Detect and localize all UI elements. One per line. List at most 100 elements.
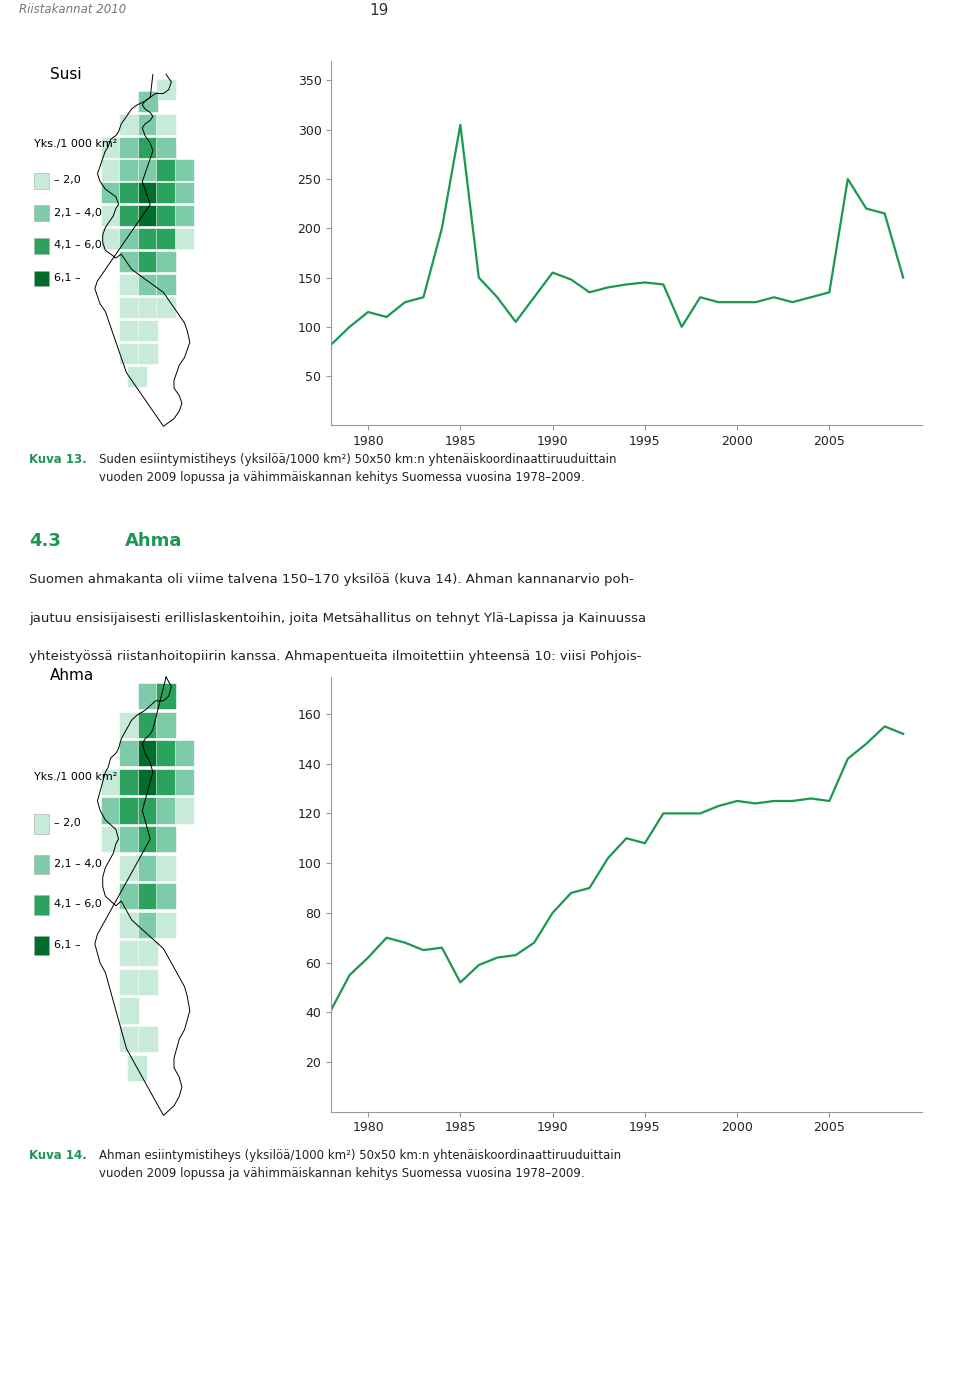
FancyBboxPatch shape	[137, 1026, 157, 1052]
Bar	[35, 935, 49, 956]
FancyBboxPatch shape	[137, 91, 157, 112]
FancyBboxPatch shape	[156, 855, 176, 881]
FancyBboxPatch shape	[137, 251, 157, 272]
FancyBboxPatch shape	[175, 206, 195, 226]
FancyBboxPatch shape	[127, 366, 147, 387]
Bar	[35, 271, 49, 286]
FancyBboxPatch shape	[101, 182, 121, 203]
Text: Ahma: Ahma	[50, 667, 94, 682]
FancyBboxPatch shape	[101, 159, 121, 181]
Text: Yks./1 000 km²: Yks./1 000 km²	[35, 139, 117, 149]
FancyBboxPatch shape	[119, 228, 139, 250]
FancyBboxPatch shape	[119, 159, 139, 181]
FancyBboxPatch shape	[156, 769, 176, 795]
Text: yhteistyössä riistanhoitopiirin kanssa. Ahmapentueita ilmoitettiin yhteensä 10: : yhteistyössä riistanhoitopiirin kanssa. …	[29, 650, 641, 663]
Text: 4.3: 4.3	[29, 532, 60, 550]
FancyBboxPatch shape	[137, 137, 157, 157]
FancyBboxPatch shape	[119, 206, 139, 226]
Text: Kuva 13.: Kuva 13.	[29, 453, 86, 465]
Bar	[35, 895, 49, 914]
Text: 6,1 –: 6,1 –	[54, 273, 81, 283]
Text: Suomen ahmakanta oli viime talvena 150–170 yksilöä (kuva 14). Ahman kannanarvio : Suomen ahmakanta oli viime talvena 150–1…	[29, 573, 634, 586]
Text: 2,1 – 4,0: 2,1 – 4,0	[54, 859, 102, 869]
FancyBboxPatch shape	[101, 206, 121, 226]
Text: 4,1 – 6,0: 4,1 – 6,0	[54, 899, 102, 909]
FancyBboxPatch shape	[137, 159, 157, 181]
FancyBboxPatch shape	[119, 969, 139, 996]
FancyBboxPatch shape	[156, 113, 176, 134]
FancyBboxPatch shape	[156, 228, 176, 250]
FancyBboxPatch shape	[156, 711, 176, 737]
FancyBboxPatch shape	[119, 740, 139, 766]
FancyBboxPatch shape	[156, 911, 176, 938]
FancyBboxPatch shape	[119, 797, 139, 823]
FancyBboxPatch shape	[119, 1026, 139, 1052]
Text: Ahman esiintymistiheys (yksilöä/1000 km²) 50x50 km:n yhtenäiskoordinaattiruuduit: Ahman esiintymistiheys (yksilöä/1000 km²…	[99, 1149, 621, 1179]
FancyBboxPatch shape	[137, 911, 157, 938]
FancyBboxPatch shape	[119, 251, 139, 272]
FancyBboxPatch shape	[156, 206, 176, 226]
FancyBboxPatch shape	[119, 769, 139, 795]
Text: Yks./1 000 km²: Yks./1 000 km²	[35, 772, 117, 782]
FancyBboxPatch shape	[137, 228, 157, 250]
Text: 4,1 – 6,0: 4,1 – 6,0	[54, 240, 102, 250]
FancyBboxPatch shape	[119, 826, 139, 852]
FancyBboxPatch shape	[137, 297, 157, 318]
FancyBboxPatch shape	[137, 969, 157, 996]
FancyBboxPatch shape	[156, 740, 176, 766]
FancyBboxPatch shape	[137, 940, 157, 967]
Text: jautuu ensisijaisesti erillislaskentoihin, joita Metsähallitus on tehnyt Ylä-Lap: jautuu ensisijaisesti erillislaskentoihi…	[29, 612, 646, 624]
FancyBboxPatch shape	[137, 882, 157, 909]
FancyBboxPatch shape	[137, 740, 157, 766]
FancyBboxPatch shape	[119, 711, 139, 737]
FancyBboxPatch shape	[137, 342, 157, 365]
FancyBboxPatch shape	[101, 826, 121, 852]
FancyBboxPatch shape	[119, 997, 139, 1023]
Text: – 2,0: – 2,0	[54, 175, 81, 185]
Text: Susi: Susi	[50, 66, 82, 81]
Text: Ahma: Ahma	[125, 532, 182, 550]
FancyBboxPatch shape	[119, 275, 139, 296]
Text: 2,1 – 4,0: 2,1 – 4,0	[54, 209, 102, 218]
Bar	[35, 206, 49, 221]
FancyBboxPatch shape	[175, 182, 195, 203]
FancyBboxPatch shape	[175, 797, 195, 823]
Bar	[35, 238, 49, 254]
FancyBboxPatch shape	[119, 342, 139, 365]
Text: Kuva 14.: Kuva 14.	[29, 1149, 86, 1161]
FancyBboxPatch shape	[175, 159, 195, 181]
FancyBboxPatch shape	[175, 769, 195, 795]
FancyBboxPatch shape	[156, 137, 176, 157]
FancyBboxPatch shape	[156, 251, 176, 272]
FancyBboxPatch shape	[156, 159, 176, 181]
Text: 19: 19	[370, 3, 389, 18]
FancyBboxPatch shape	[119, 113, 139, 134]
FancyBboxPatch shape	[127, 1055, 147, 1081]
FancyBboxPatch shape	[137, 275, 157, 296]
FancyBboxPatch shape	[137, 684, 157, 710]
FancyBboxPatch shape	[137, 769, 157, 795]
FancyBboxPatch shape	[156, 297, 176, 318]
FancyBboxPatch shape	[137, 711, 157, 737]
FancyBboxPatch shape	[175, 228, 195, 250]
Bar	[35, 815, 49, 834]
FancyBboxPatch shape	[119, 911, 139, 938]
FancyBboxPatch shape	[119, 320, 139, 341]
Text: – 2,0: – 2,0	[54, 819, 81, 829]
FancyBboxPatch shape	[119, 182, 139, 203]
FancyBboxPatch shape	[137, 826, 157, 852]
FancyBboxPatch shape	[156, 684, 176, 710]
FancyBboxPatch shape	[119, 137, 139, 157]
Bar	[35, 855, 49, 874]
FancyBboxPatch shape	[137, 182, 157, 203]
Text: 6,1 –: 6,1 –	[54, 940, 81, 950]
FancyBboxPatch shape	[156, 797, 176, 823]
Text: Suden esiintymistiheys (yksilöä/1000 km²) 50x50 km:n yhtenäiskoordinaattiruuduit: Suden esiintymistiheys (yksilöä/1000 km²…	[99, 453, 616, 483]
FancyBboxPatch shape	[175, 740, 195, 766]
FancyBboxPatch shape	[101, 769, 121, 795]
FancyBboxPatch shape	[156, 79, 176, 101]
Text: Riistakannat 2010: Riistakannat 2010	[19, 3, 127, 17]
FancyBboxPatch shape	[156, 882, 176, 909]
FancyBboxPatch shape	[156, 275, 176, 296]
FancyBboxPatch shape	[119, 297, 139, 318]
